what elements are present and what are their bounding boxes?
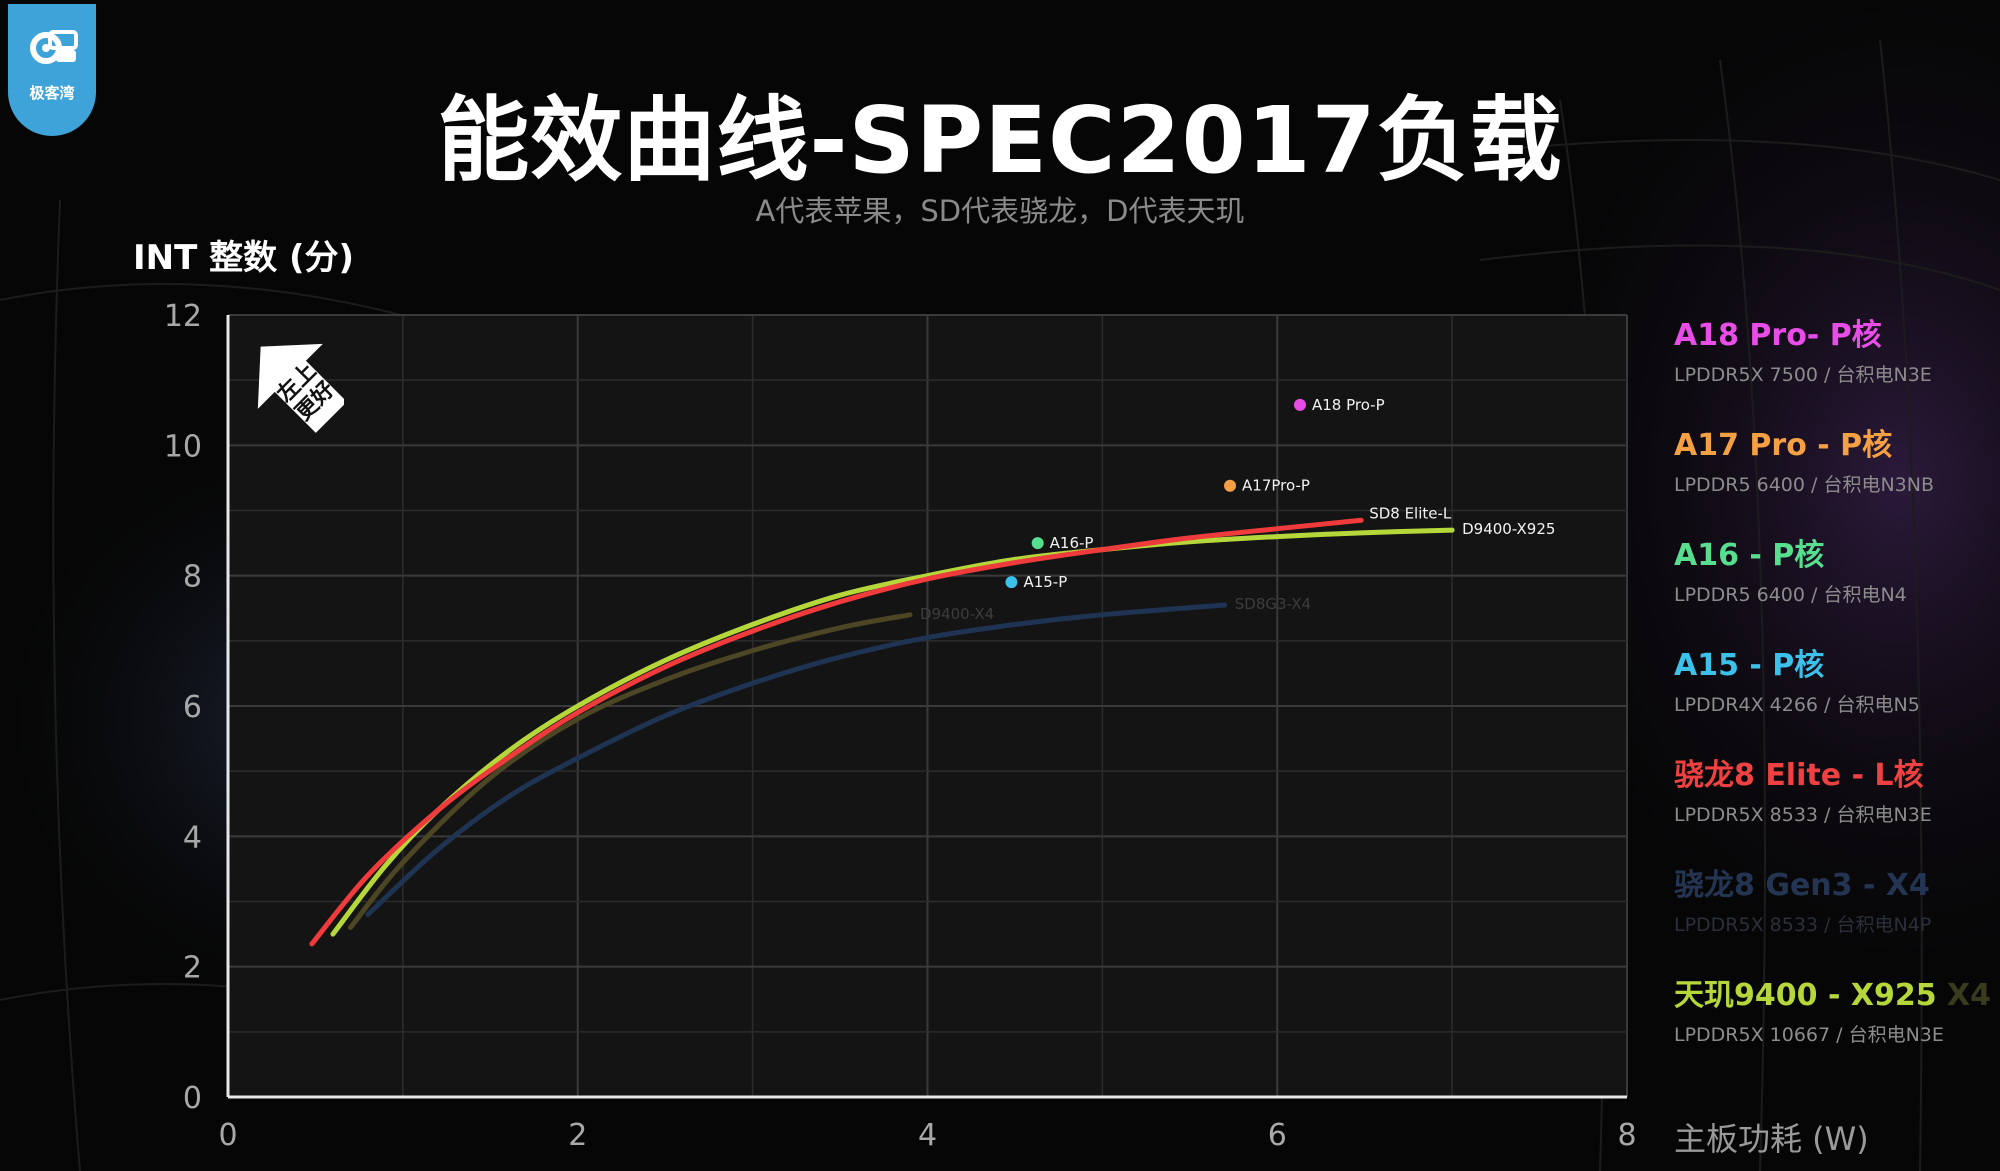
legend-item-spec: LPDDR4X 4266 / 台积电N5 — [1674, 694, 1920, 716]
legend-item-spec: LPDDR5X 8533 / 台积电N3E — [1674, 804, 1932, 826]
point-label-a18-pro-p: A18 Pro-P — [1312, 396, 1385, 414]
legend-name-text: 骁龙8 Elite - L核 — [1674, 758, 1924, 793]
point-label-a16-p: A16-P — [1050, 534, 1094, 552]
series-line-sd8g3-x4 — [365, 602, 1228, 917]
point-label-a15-p: A15-P — [1023, 573, 1067, 591]
series-label-d9400-x925: D9400-X925 — [1462, 520, 1555, 538]
legend-item-name: A16 - P核 — [1674, 530, 1994, 574]
y-tick-label: 0 — [183, 1081, 202, 1116]
y-tick-label: 12 — [164, 299, 202, 334]
x-tick-label: 2 — [568, 1118, 587, 1153]
y-axis-label: INT 整数 (分) — [133, 238, 355, 278]
legend-item: 骁龙8 Elite - L核 LPDDR5X 8533 / 台积电N3E — [1674, 750, 1994, 827]
series-label-sd8g3-x4: SD8G3-X4 — [1235, 595, 1311, 613]
legend-item-spec: LPDDR5X 8533 / 台积电N4P — [1674, 914, 1932, 936]
x-tick-label: 0 — [218, 1118, 237, 1153]
legend-item-spec: LPDDR5 6400 / 台积电N4 — [1674, 584, 1907, 606]
legend-name-text: A16 - P核 — [1674, 538, 1825, 573]
y-tick-label: 10 — [164, 429, 202, 464]
point-a17pro-p — [1224, 479, 1237, 492]
series-label-sd8-elite-l: SD8 Elite-L — [1369, 504, 1452, 522]
page-subtitle: A代表苹果，SD代表骁龙，D代表天玑 — [755, 194, 1245, 228]
legend-name-text: A15 - P核 — [1674, 648, 1825, 683]
legend-item: A17 Pro - P核 LPDDR5 6400 / 台积电N3NB — [1674, 420, 1994, 497]
legend-item-spec: LPDDR5X 7500 / 台积电N3E — [1674, 364, 1932, 386]
legend-item: 骁龙8 Gen3 - X4 LPDDR5X 8533 / 台积电N4P — [1674, 860, 1994, 937]
y-tick-label: 6 — [183, 690, 202, 725]
legend-item: A15 - P核 LPDDR4X 4266 / 台积电N5 — [1674, 640, 1994, 717]
legend-item-name: 骁龙8 Gen3 - X4 — [1674, 860, 1994, 904]
series-line-d9400-x4 — [347, 612, 913, 931]
legend-item-name: A18 Pro- P核 — [1674, 310, 1994, 354]
x-tick-label: 4 — [918, 1118, 937, 1153]
point-label-a17pro-p: A17Pro-P — [1242, 477, 1310, 495]
y-tick-label: 4 — [183, 820, 202, 855]
point-a18-pro-p — [1293, 398, 1306, 411]
point-a15-p — [1005, 576, 1018, 589]
page-title: 能效曲线-SPEC2017负载 — [437, 87, 1563, 194]
legend-name-text: 骁龙8 Gen3 - X4 — [1674, 868, 1930, 903]
point-a16-p — [1031, 537, 1044, 550]
y-tick-label: 2 — [183, 951, 202, 986]
legend-item-spec: LPDDR5 6400 / 台积电N3NB — [1674, 474, 1935, 496]
x-tick-label: 8 — [1617, 1118, 1636, 1153]
legend-name-text: A18 Pro- P核 — [1674, 318, 1882, 353]
legend-item-spec: LPDDR5X 10667 / 台积电N3E — [1674, 1024, 1944, 1046]
logo-text: 极客湾 — [29, 84, 75, 102]
legend-item: 天玑9400 - X925 X4 LPDDR5X 10667 / 台积电N3E — [1674, 970, 1994, 1047]
legend-name-text: A17 Pro - P核 — [1674, 428, 1893, 463]
y-tick-label: 8 — [183, 560, 202, 595]
legend-item: A18 Pro- P核 LPDDR5X 7500 / 台积电N3E — [1674, 310, 1994, 387]
legend-item-name: 骁龙8 Elite - L核 — [1674, 750, 1994, 794]
legend-item: A16 - P核 LPDDR5 6400 / 台积电N4 — [1674, 530, 1994, 607]
legend-name-text: 天玑9400 - X925 — [1674, 978, 1937, 1013]
series-label-d9400-x4: D9400-X4 — [920, 605, 994, 623]
series-line-sd8-elite-l — [309, 517, 1364, 947]
legend-item-extra: X4 — [1936, 978, 1992, 1013]
brand-logo: 极客湾 — [8, 4, 96, 136]
top-left-better-badge: 左上 更好 — [257, 343, 344, 433]
x-axis-label: 主板功耗 (W) — [1674, 1120, 1869, 1158]
legend-item-name: A17 Pro - P核 — [1674, 420, 1994, 464]
gear-chip-icon — [30, 30, 78, 64]
legend-item-name: A15 - P核 — [1674, 640, 1994, 684]
legend-item-name: 天玑9400 - X925 X4 — [1674, 970, 1994, 1014]
x-tick-label: 6 — [1268, 1118, 1287, 1153]
